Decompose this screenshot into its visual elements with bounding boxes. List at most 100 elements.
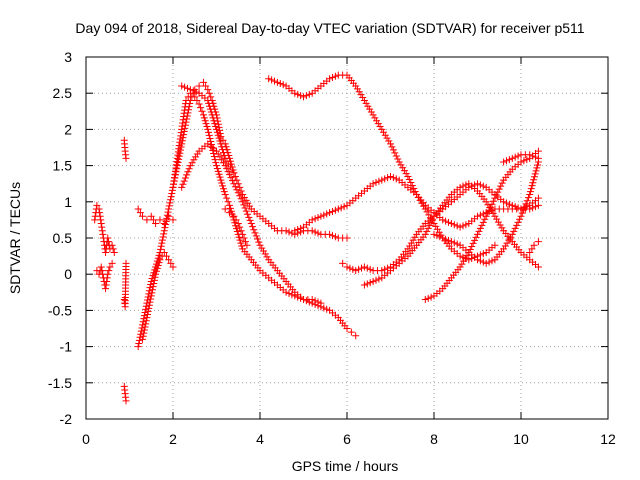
data-point: [159, 233, 167, 241]
data-point: [209, 114, 217, 122]
data-point: [223, 165, 231, 173]
y-tick-label: -1.5: [48, 375, 72, 391]
chart-title: Day 094 of 2018, Sidereal Day-to-day VTE…: [75, 20, 584, 36]
data-point: [181, 174, 189, 182]
data-point: [326, 209, 334, 217]
y-tick-label: -2: [60, 411, 73, 427]
data-point: [514, 204, 522, 212]
data-point: [460, 257, 468, 265]
data-point: [526, 191, 534, 199]
data-point: [197, 104, 205, 112]
data-point: [142, 317, 150, 325]
data-point: [154, 262, 162, 270]
data-point: [488, 257, 496, 265]
data-point: [503, 239, 511, 247]
data-point: [139, 212, 147, 220]
data-point: [221, 191, 229, 199]
data-point: [399, 164, 407, 172]
series-arc-c: [120, 136, 130, 162]
data-point: [528, 182, 536, 190]
x-tick-label: 10: [513, 431, 529, 447]
data-point: [519, 206, 527, 214]
data-point: [212, 159, 220, 167]
data-point: [214, 131, 222, 139]
data-point: [155, 259, 163, 267]
y-axis-label: SDTVAR / TECUs: [7, 182, 23, 294]
data-point: [144, 307, 152, 315]
data-point: [462, 181, 470, 189]
y-tick-label: 0: [64, 266, 72, 282]
series-arc-e: [120, 259, 130, 311]
data-point: [230, 169, 238, 177]
data-point: [500, 198, 508, 206]
data-point: [152, 267, 160, 275]
data-point: [216, 137, 224, 145]
data-point: [225, 160, 233, 168]
data-point: [150, 276, 158, 284]
data-point: [511, 203, 519, 211]
data-point: [134, 343, 142, 351]
data-point: [206, 134, 214, 142]
data-point: [469, 239, 477, 247]
data-point: [523, 197, 531, 205]
data-point: [456, 263, 464, 271]
y-tick-label: 2: [64, 121, 72, 137]
data-point: [245, 213, 253, 221]
data-point: [97, 216, 105, 224]
series-arc-k: [178, 82, 238, 177]
data-point: [347, 328, 355, 336]
data-point: [213, 128, 221, 136]
data-point: [534, 238, 542, 246]
data-point: [484, 209, 492, 217]
data-point: [373, 117, 381, 125]
data-point: [157, 245, 165, 253]
data-point: [314, 298, 322, 306]
data-point: [294, 90, 302, 98]
data-point: [308, 216, 316, 224]
data-point: [360, 263, 368, 271]
data-point: [366, 105, 374, 113]
data-point: [213, 162, 220, 170]
data-point: [380, 128, 388, 136]
data-point: [476, 257, 484, 265]
data-point: [143, 314, 151, 322]
data-point: [430, 230, 438, 238]
data-point: [223, 194, 231, 202]
data-point: [389, 146, 397, 154]
data-point: [139, 335, 147, 343]
data-point: [168, 186, 176, 194]
data-point: [208, 144, 216, 151]
data-point: [250, 226, 258, 234]
data-point: [402, 170, 410, 178]
data-point: [232, 216, 240, 224]
data-point: [331, 233, 339, 241]
data-point: [102, 248, 110, 256]
data-point: [160, 230, 168, 238]
data-point: [211, 120, 219, 128]
data-point: [508, 201, 516, 209]
data-point: [400, 167, 408, 175]
series-arc-r: [430, 158, 542, 267]
data-point: [182, 96, 190, 104]
data-point: [145, 304, 153, 312]
data-point: [514, 218, 522, 226]
data-point: [500, 158, 508, 166]
data-point: [167, 196, 175, 204]
data-point: [526, 151, 534, 159]
data-point: [491, 212, 499, 220]
data-point: [381, 265, 389, 273]
data-point: [147, 292, 155, 300]
data-point: [190, 156, 198, 164]
data-point: [256, 241, 264, 249]
data-point: [99, 230, 107, 238]
data-point: [387, 140, 394, 148]
data-point: [255, 238, 263, 246]
data-point: [439, 234, 447, 242]
data-point: [221, 205, 229, 213]
data-point: [475, 227, 483, 235]
data-point: [110, 248, 118, 256]
data-point: [305, 90, 313, 98]
data-point: [204, 125, 212, 133]
tick-labels: 0 2 4 6 8 10 12 -2 -1.5 -1 -0.5 0 0.5 1 1.5 2 2.5 3: [48, 49, 616, 447]
data-point: [329, 207, 336, 215]
